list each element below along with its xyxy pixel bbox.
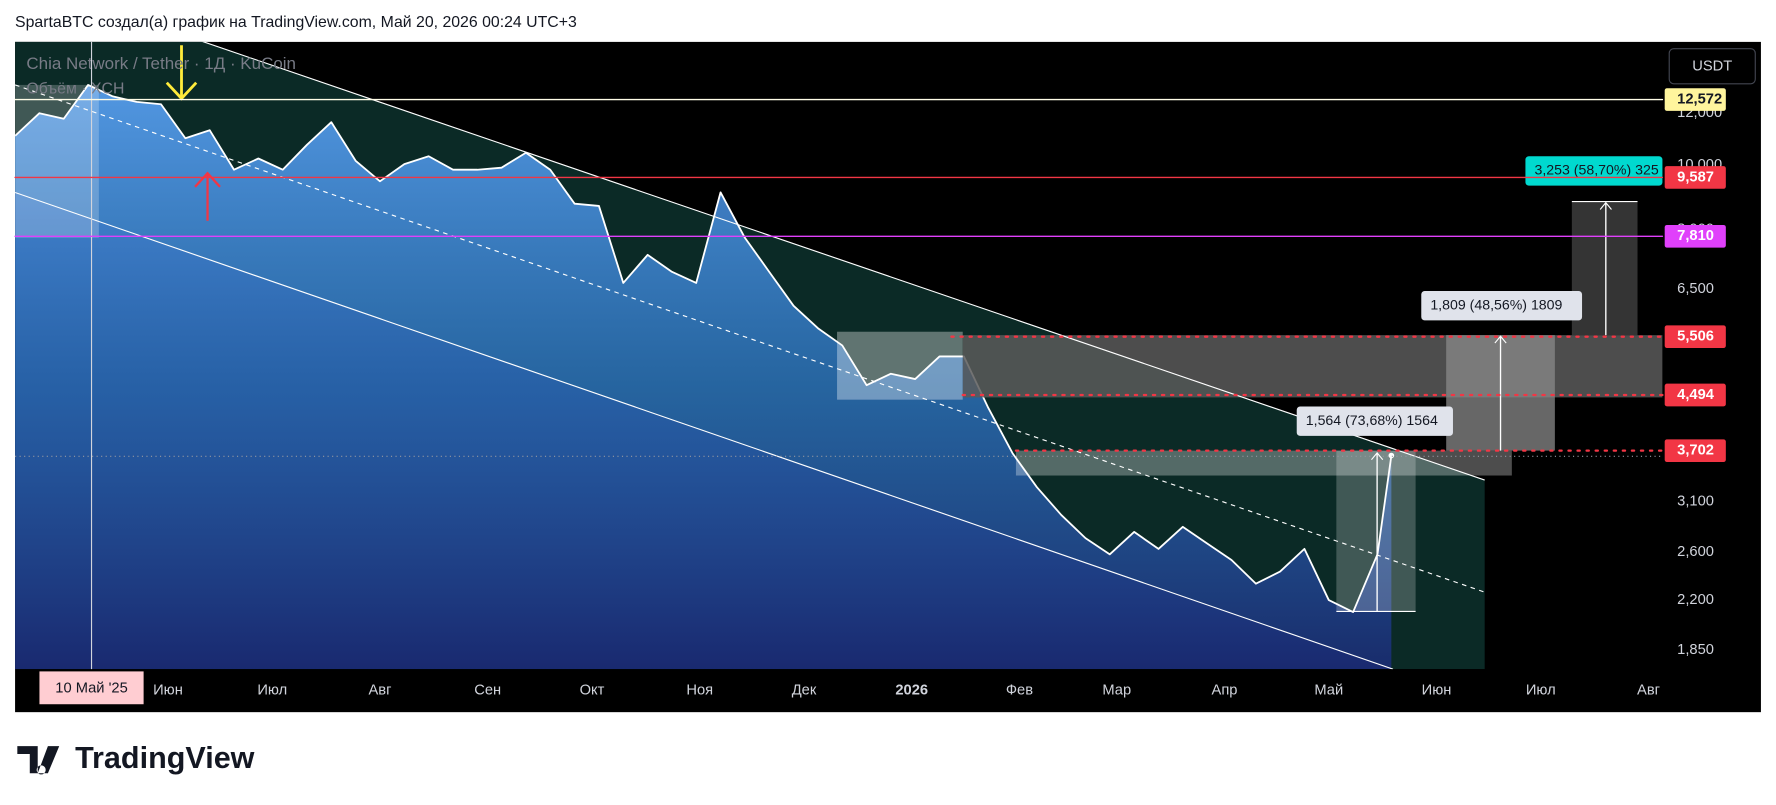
- price-badge-label: 9,587: [1677, 169, 1714, 185]
- arrow-head: [1371, 451, 1384, 461]
- x-tick-label: Июн: [153, 683, 183, 699]
- box: [837, 331, 963, 400]
- measure-box: [1571, 201, 1638, 336]
- x-tick-label: Ноя: [686, 683, 713, 699]
- x-tick-label: Фев: [1006, 683, 1033, 699]
- arrow-head: [1599, 201, 1612, 210]
- price-area: [15, 84, 1392, 670]
- price-badge: [1664, 166, 1726, 189]
- arrow-head: [194, 171, 221, 188]
- measure-label-box: [1525, 156, 1663, 186]
- price-badge: [1664, 224, 1726, 248]
- price-badge-label: 3,702: [1677, 443, 1714, 459]
- y-tick-label: 1,850: [1677, 642, 1714, 658]
- measure-label: 1,564 (73,68%) 1564: [1306, 412, 1438, 428]
- channel-line: [15, 191, 1394, 670]
- header: SpartaBTC создал(а) график на TradingVie…: [15, 14, 577, 31]
- x-tick-label: Апр: [1212, 683, 1238, 699]
- logo-mark: [17, 746, 60, 775]
- currency-button[interactable]: [1668, 48, 1756, 85]
- y-tick-label: 2,200: [1677, 592, 1714, 608]
- x-tick-label: Авг: [368, 683, 391, 699]
- y-tick-label: 3,100: [1677, 494, 1714, 510]
- drawings: [15, 41, 1663, 670]
- box: [962, 335, 1663, 398]
- crosshair-badge: [39, 671, 144, 705]
- x-tick-label: Сен: [474, 683, 501, 699]
- logo: TradingView: [17, 741, 255, 775]
- measure-labels: 1,564 (73,68%) 1564 1,809 (48,56%) 1809 3,…: [1296, 156, 1663, 436]
- arrow-head: [165, 81, 198, 101]
- x-tick-label: Июл: [257, 683, 287, 699]
- x-tick-label: Июл: [1526, 683, 1556, 699]
- currency-label[interactable]: USDT: [1692, 59, 1732, 75]
- channel-mid: [15, 84, 1485, 593]
- x-tick-label: Май: [1314, 683, 1343, 699]
- price-badge: [1664, 439, 1726, 462]
- box: [15, 84, 99, 238]
- box: [1015, 450, 1512, 476]
- arrow-head: [1494, 335, 1507, 344]
- logo-text: TradingView: [75, 741, 255, 775]
- chart-subtitle: Объём · XCH: [26, 81, 124, 98]
- price-badge: [1664, 325, 1726, 349]
- x-tick-label: Июн: [1422, 683, 1452, 699]
- price-badge-label: 4,494: [1677, 387, 1715, 403]
- x-tick-label: 2026: [895, 683, 928, 699]
- chart-title: Chia Network / Tether · 1Д · KuCoin: [26, 54, 296, 73]
- x-tick-label: Дек: [792, 683, 817, 699]
- last-point: [1388, 452, 1395, 459]
- crosshair-label: 10 Май '25: [55, 680, 128, 696]
- price-badge: [1664, 383, 1726, 407]
- x-tick-label: Авг: [1637, 683, 1660, 699]
- x-tick-label: Мар: [1102, 683, 1131, 699]
- price-line: [15, 84, 1393, 613]
- price-badge-label: 5,506: [1677, 329, 1714, 345]
- y-tick-label: 6,500: [1677, 281, 1714, 297]
- x-tick-label: Окт: [580, 683, 605, 699]
- price-badge-label: 7,810: [1677, 228, 1714, 244]
- y-tick-label: 2,600: [1677, 544, 1714, 560]
- price-badge-label: 12,572: [1677, 91, 1722, 107]
- measure-label-box: [1421, 290, 1583, 321]
- price-badge: [1664, 88, 1726, 111]
- channel-line: [201, 41, 1485, 481]
- measure-label-box: [1296, 406, 1453, 436]
- measure-label: 3,253 (58,70%) 325: [1534, 162, 1658, 178]
- measure-label: 1,809 (48,56%) 1809: [1430, 296, 1562, 312]
- measure-box: [1336, 450, 1416, 612]
